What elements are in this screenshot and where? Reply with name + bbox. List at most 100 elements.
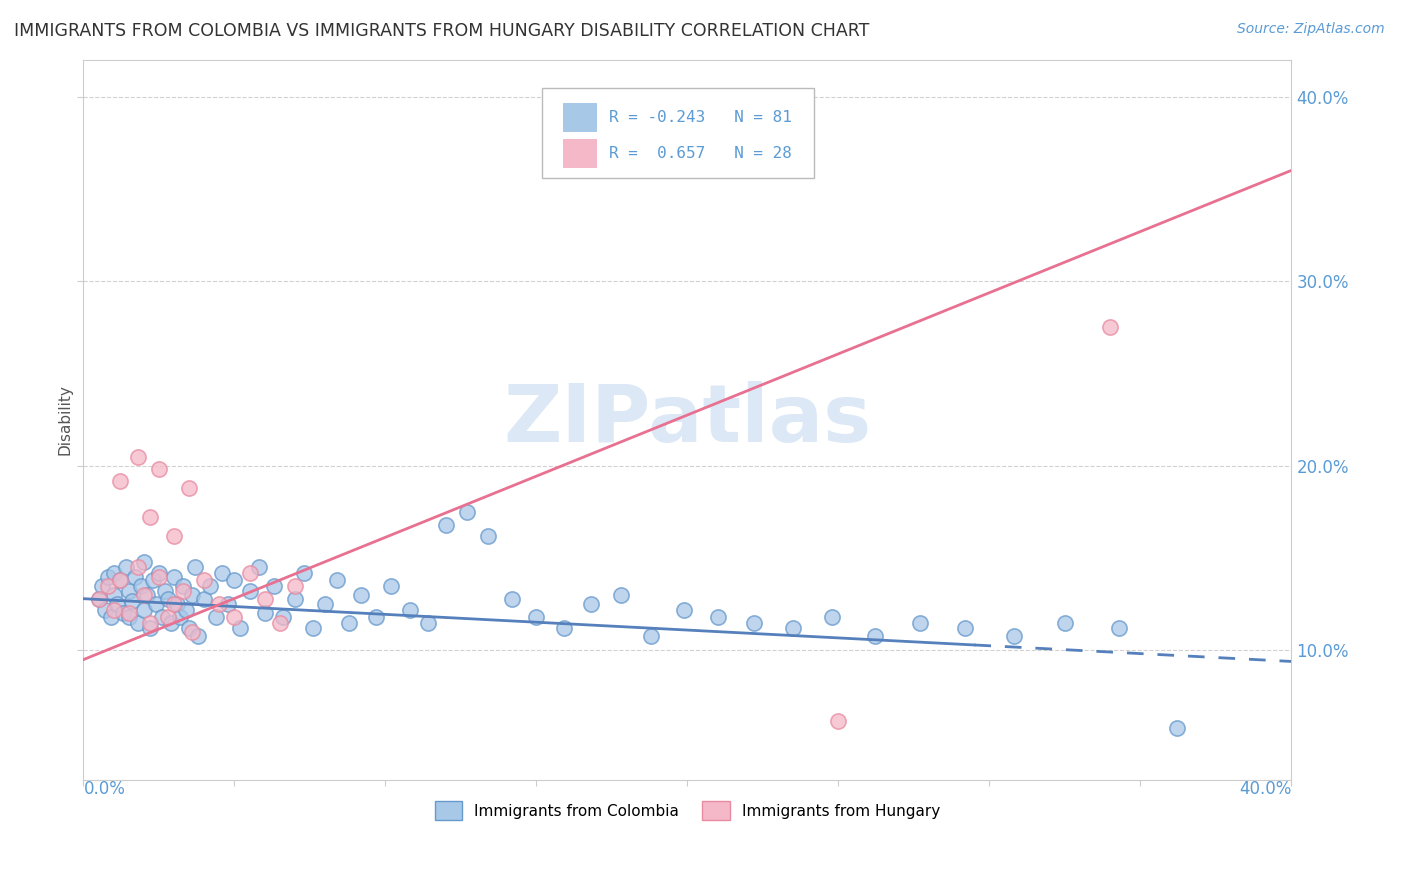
Point	[135, 588, 157, 602]
Point	[100, 610, 122, 624]
Point	[139, 615, 162, 630]
Point	[156, 610, 179, 624]
Point	[179, 621, 201, 635]
Point	[172, 579, 194, 593]
Point	[181, 588, 204, 602]
Text: R =  0.657   N = 28: R = 0.657 N = 28	[609, 145, 792, 161]
Point	[129, 579, 152, 593]
Point	[238, 566, 260, 580]
Point	[93, 603, 115, 617]
Point	[821, 610, 844, 624]
Point	[114, 560, 136, 574]
Point	[163, 597, 186, 611]
Point	[187, 629, 209, 643]
Point	[118, 607, 141, 621]
Point	[217, 597, 239, 611]
Text: IMMIGRANTS FROM COLOMBIA VS IMMIGRANTS FROM HUNGARY DISABILITY CORRELATION CHART: IMMIGRANTS FROM COLOMBIA VS IMMIGRANTS F…	[14, 22, 869, 40]
Point	[105, 597, 128, 611]
Point	[121, 593, 143, 607]
Point	[132, 603, 155, 617]
Point	[1053, 615, 1076, 630]
Point	[127, 615, 149, 630]
Point	[706, 610, 728, 624]
Point	[132, 555, 155, 569]
Point	[366, 610, 388, 624]
Point	[434, 517, 457, 532]
Point	[118, 610, 141, 624]
Point	[398, 603, 420, 617]
Point	[108, 573, 131, 587]
Point	[163, 569, 186, 583]
Point	[193, 573, 215, 587]
Point	[350, 588, 373, 602]
Point	[416, 615, 439, 630]
Point	[1002, 629, 1025, 643]
Point	[501, 591, 523, 606]
Point	[955, 621, 977, 635]
Point	[181, 624, 204, 639]
Point	[111, 607, 134, 621]
Text: Source: ZipAtlas.com: Source: ZipAtlas.com	[1237, 22, 1385, 37]
Point	[553, 621, 575, 635]
Point	[90, 579, 112, 593]
Point	[782, 621, 804, 635]
Point	[284, 579, 307, 593]
Point	[118, 584, 141, 599]
Point	[610, 588, 633, 602]
Point	[127, 450, 149, 464]
Text: 0.0%: 0.0%	[83, 780, 125, 797]
Point	[579, 597, 602, 611]
Point	[97, 579, 120, 593]
Point	[1099, 320, 1122, 334]
Point	[284, 591, 307, 606]
Point	[337, 615, 360, 630]
Point	[673, 603, 696, 617]
Point	[1166, 721, 1188, 735]
Point	[163, 529, 186, 543]
Point	[150, 610, 173, 624]
Point	[184, 560, 207, 574]
Point	[326, 573, 349, 587]
Point	[87, 591, 110, 606]
FancyBboxPatch shape	[562, 103, 596, 132]
Point	[153, 584, 176, 599]
Point	[169, 610, 191, 624]
Point	[132, 588, 155, 602]
Point	[124, 569, 146, 583]
Point	[103, 566, 125, 580]
Point	[148, 566, 170, 580]
Point	[456, 505, 478, 519]
Point	[103, 588, 125, 602]
Point	[302, 621, 325, 635]
Legend: Immigrants from Colombia, Immigrants from Hungary: Immigrants from Colombia, Immigrants fro…	[429, 795, 946, 826]
Point	[145, 597, 167, 611]
Point	[224, 610, 246, 624]
Point	[208, 597, 231, 611]
Point	[172, 584, 194, 599]
Point	[477, 529, 499, 543]
Point	[229, 621, 252, 635]
Point	[97, 569, 120, 583]
Point	[103, 603, 125, 617]
Text: ZIPatlas: ZIPatlas	[503, 381, 872, 458]
Point	[148, 569, 170, 583]
Point	[908, 615, 931, 630]
Point	[863, 629, 886, 643]
Point	[142, 573, 165, 587]
Point	[742, 615, 765, 630]
Point	[108, 474, 131, 488]
Point	[148, 462, 170, 476]
Point	[127, 560, 149, 574]
Point	[292, 566, 315, 580]
Point	[827, 714, 849, 728]
Point	[205, 610, 228, 624]
Point	[108, 573, 131, 587]
Point	[314, 597, 336, 611]
Text: 40.0%: 40.0%	[1239, 780, 1292, 797]
Point	[238, 584, 260, 599]
Point	[380, 579, 402, 593]
Point	[193, 591, 215, 606]
Point	[271, 610, 294, 624]
Point	[253, 591, 276, 606]
Point	[166, 597, 188, 611]
